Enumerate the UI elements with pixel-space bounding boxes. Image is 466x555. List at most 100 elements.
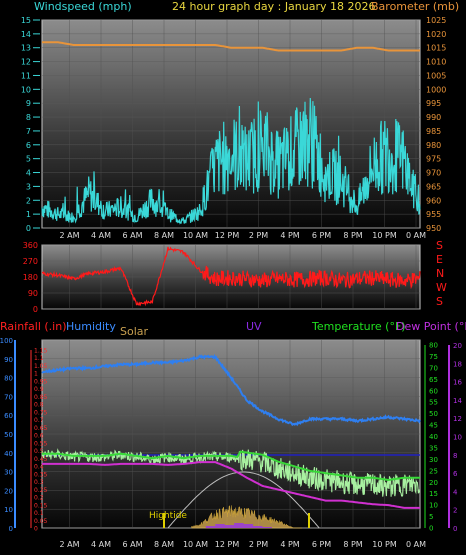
temperature-tick-label: 0 <box>429 525 433 533</box>
solar-area <box>191 505 302 529</box>
rainfall-tick-label: 0.65 <box>34 425 48 432</box>
humidity-tick-label: 20 <box>4 487 13 495</box>
windspeed-tick-label: 1 <box>26 210 31 219</box>
temperature-axis-label: Temperature (°F) <box>311 320 406 333</box>
temperature-tick-label: 40 <box>429 433 438 441</box>
solar-label: Solar <box>120 325 149 338</box>
barometer-tick-label: 965 <box>426 182 441 191</box>
temperature-tick-label: 65 <box>429 376 438 384</box>
windspeed-tick-label: 8 <box>26 113 31 122</box>
x-tick-label: 8 PM <box>343 231 362 240</box>
humidity-tick-label: 30 <box>4 469 13 477</box>
direction-axis: 0 90 180 270 360 <box>23 241 38 314</box>
windspeed-tick-label: 5 <box>26 155 31 164</box>
rainfall-tick-label: 1.1 <box>34 355 44 362</box>
barometer-tick-label: 970 <box>426 169 441 178</box>
windspeed-tick-label: 10 <box>21 85 31 94</box>
humidity-tick-label: 50 <box>4 431 13 439</box>
x-tick-label: 4 PM <box>280 540 299 549</box>
humidity-tick-label: 40 <box>4 450 13 458</box>
dewpoint-tick-label: 4 <box>453 488 458 496</box>
rainfall-tick-label: 0.35 <box>34 471 48 478</box>
wind-direction-line <box>42 246 421 307</box>
humidity-tick-label: 90 <box>4 356 13 364</box>
hightide-label: Hightide <box>149 511 187 521</box>
rainfall-tick-label: 0.05 <box>34 518 48 525</box>
rainfall-tick-label: 0.3 <box>34 479 44 486</box>
temperature-tick-label: 80 <box>429 342 438 350</box>
compass-label: S <box>436 239 443 252</box>
humidity-tick-label: 60 <box>4 412 13 420</box>
temperature-tick-label: 15 <box>429 490 438 498</box>
rainfall-tick-label: 0.1 <box>34 510 44 517</box>
dewpoint-tick-label: 8 <box>453 452 457 460</box>
temperature-tick-label: 45 <box>429 422 438 430</box>
x-tick-label: 4 PM <box>280 231 299 240</box>
dewpoint-tick-label: 18 <box>453 360 462 368</box>
solar-curve <box>167 471 320 529</box>
direction-tick-label: 0 <box>33 305 38 314</box>
x-tick-label: 12 PM <box>215 540 240 549</box>
windspeed-tick-label: 9 <box>26 99 31 108</box>
windspeed-tick-label: 0 <box>26 224 31 233</box>
humidity-line <box>41 354 421 427</box>
uv-label: UV <box>246 320 262 333</box>
barometer-tick-label: 1000 <box>426 85 446 94</box>
rainfall-tick-label: 0.55 <box>34 440 48 447</box>
barometer-tick-label: 955 <box>426 210 441 219</box>
barometer-tick-label: 1015 <box>426 44 446 53</box>
compass-label: E <box>436 253 443 266</box>
compass-label: S <box>436 295 443 308</box>
windspeed-axis-label: Windspeed (mph) <box>34 0 132 13</box>
x-tick-label: 10 AM <box>183 231 208 240</box>
rainfall-tick-label: 0.2 <box>34 495 44 502</box>
barometer-tick-label: 960 <box>426 196 441 205</box>
x-tick-label: 2 AM <box>59 540 79 549</box>
windspeed-tick-label: 14 <box>21 30 31 39</box>
rainfall-tick-label: 0.75 <box>34 409 48 416</box>
x-tick-label: 6 AM <box>122 540 142 549</box>
rainfall-tick-label: 0.85 <box>34 394 48 401</box>
windspeed-tick-label: 4 <box>26 169 31 178</box>
rainfall-tick-label: 0.8 <box>34 402 44 409</box>
dewpoint-line <box>42 461 420 509</box>
temperature-tick-label: 25 <box>429 467 438 475</box>
humidity-tick-label: 0 <box>9 525 13 533</box>
wind-barometer-x-axis: 2 AM 4 AM 6 AM 8 AM 10 AM 12 PM 2 PM 4 PM 6 PM 8 … <box>59 231 426 240</box>
humidity-tick-label: 70 <box>4 393 13 401</box>
temperature-tick-label: 55 <box>429 399 438 407</box>
rainfall-tick-label: 1.15 <box>34 348 48 355</box>
chart-title: 24 hour graph day : January 18 2026 <box>172 0 376 13</box>
temperature-tick-label: 75 <box>429 353 438 361</box>
dewpoint-tick-label: 2 <box>453 507 457 515</box>
rainfall-tick-label: 0.5 <box>34 448 44 455</box>
dewpoint-tick-label: 20 <box>453 342 462 350</box>
windspeed-tick-label: 11 <box>21 71 31 80</box>
x-tick-label: 2 PM <box>249 540 268 549</box>
x-tick-label: 6 PM <box>312 540 331 549</box>
barometer-tick-label: 950 <box>426 224 441 233</box>
rainfall-tick-label: 0 <box>34 526 38 533</box>
humidity-tick-label: 100 <box>0 337 13 345</box>
barometer-tick-label: 1020 <box>426 30 446 39</box>
rainfall-tick-label: 0.7 <box>34 417 44 424</box>
x-tick-label: 2 PM <box>249 231 268 240</box>
rainfall-tick-label: 0.6 <box>34 433 44 440</box>
temperature-tick-label: 10 <box>429 502 438 510</box>
direction-tick-label: 180 <box>23 273 38 282</box>
x-tick-label: 4 AM <box>91 231 111 240</box>
humidity-tick-label: 80 <box>4 375 13 383</box>
barometer-tick-label: 975 <box>426 155 441 164</box>
humidity-axis-label: Humidity <box>66 320 116 333</box>
rainfall-tick-label: 1.05 <box>34 363 48 370</box>
rainfall-tick-label: 0.15 <box>34 502 48 509</box>
direction-tick-label: 90 <box>28 289 38 298</box>
x-tick-label: 0 AM <box>406 231 426 240</box>
x-tick-label: 8 AM <box>154 540 174 549</box>
rainfall-tick-label: 1 <box>34 371 38 378</box>
windspeed-tick-label: 13 <box>21 44 31 53</box>
rain-humidity-axes: 010203040506070809010000.050.10.150.20.2… <box>0 337 462 533</box>
